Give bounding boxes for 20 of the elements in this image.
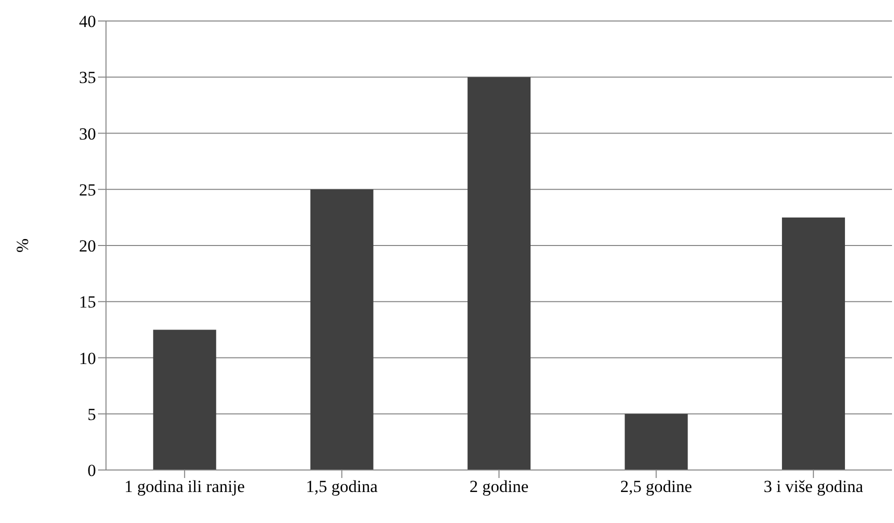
y-axis-title: %: [13, 238, 32, 253]
y-tick-label: 10: [79, 348, 96, 368]
x-tick-label: 2,5 godine: [620, 477, 692, 496]
y-tick-label: 0: [88, 461, 96, 480]
bar: [310, 189, 374, 470]
x-tick-label: 1 godina ili ranije: [124, 477, 245, 496]
bar: [153, 330, 216, 470]
x-tick-label: 2 godine: [469, 477, 529, 496]
y-tick-label: 25: [79, 180, 96, 200]
y-tick-label: 5: [88, 404, 96, 424]
bar: [782, 217, 845, 470]
y-tick-label: 35: [79, 68, 96, 88]
x-tick-label: 1,5 godina: [306, 477, 378, 496]
y-tick-label: 20: [79, 236, 96, 256]
x-tick-label: 3 i više godina: [764, 477, 864, 496]
y-tick-label: 15: [79, 292, 96, 312]
y-tick-label: 30: [79, 124, 96, 144]
bar: [468, 77, 531, 470]
y-tick-label: 40: [79, 12, 96, 32]
bar: [624, 414, 688, 470]
